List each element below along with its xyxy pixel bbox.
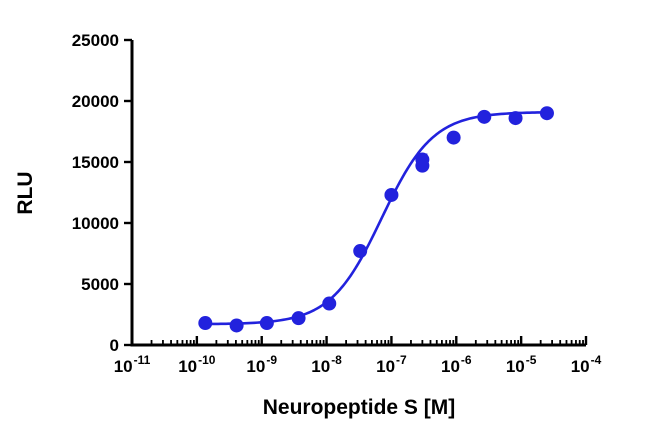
y-axis-title: RLU	[14, 171, 37, 214]
y-tick-label: 25000	[72, 31, 119, 50]
x-tick-label: 10-10	[178, 353, 216, 376]
data-point	[384, 187, 399, 202]
data-point	[259, 316, 274, 331]
x-axis-title: Neuropeptide S [M]	[263, 396, 456, 419]
x-tick-label: 10-11	[114, 353, 151, 376]
x-tick-label: 10-6	[441, 353, 472, 376]
y-tick-label: 10000	[72, 214, 119, 233]
data-point	[508, 111, 523, 126]
data-point	[198, 316, 213, 331]
y-tick-label: 15000	[72, 153, 119, 172]
y-tick-label: 20000	[72, 92, 119, 111]
data-point	[446, 130, 461, 145]
x-tick-label: 10-9	[246, 353, 277, 376]
x-tick-label: 10-8	[311, 353, 342, 376]
data-point	[539, 106, 554, 121]
data-point	[353, 244, 368, 259]
data-point	[415, 158, 430, 173]
y-tick-label: 5000	[81, 275, 119, 294]
x-tick-label: 10-7	[376, 353, 407, 376]
data-point	[291, 311, 306, 326]
plot-content: 0 5000 10000 15000 20000 25000 10-11 10-10 10-9 1…	[72, 31, 602, 376]
x-tick-label: 10-4	[571, 353, 602, 376]
data-point	[322, 296, 337, 311]
x-tick-label: 10-5	[506, 353, 537, 376]
data-point	[229, 318, 244, 333]
y-tick-label: 0	[110, 336, 119, 355]
data-point	[477, 109, 492, 124]
fit-curve	[203, 111, 547, 326]
